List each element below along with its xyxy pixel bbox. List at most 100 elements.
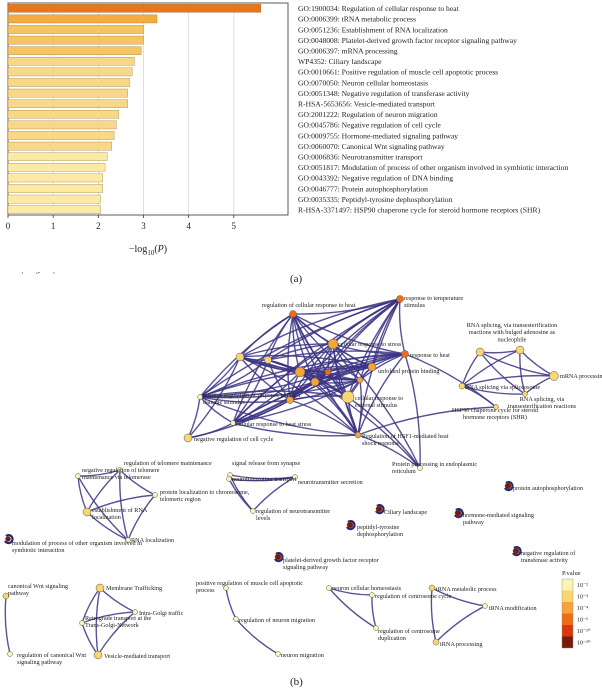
network-node [275,651,281,657]
node-label: positive regulation of muscle cell apopt… [196,580,303,594]
network-node [294,366,306,378]
bar-chart: GO:1900034: Regulation of cellular respo… [6,2,568,257]
network-node [230,420,236,426]
category-label: GO:0009755: Hormone-mediated signaling p… [298,131,458,140]
node-label: signal release from synapse [232,460,300,467]
network-node [326,585,332,591]
node-label: regulation of neurotransmitter levels [256,508,330,522]
bar [7,163,106,172]
bar [7,173,103,183]
network-node [549,371,559,381]
network-edge [232,371,329,424]
legend-title: P.value [562,570,581,577]
network-edge [239,343,334,358]
category-label: GO:0046777: Protein autophosphorylation [298,184,428,193]
network-edge [357,406,497,436]
network-edge [314,381,359,436]
node-label: mRNA splicing, via spliceosome [0,272,82,274]
network-edge [77,475,129,541]
node-label: establishment of RNA localization [92,507,148,521]
network-edge [199,356,241,398]
network-node [197,394,203,400]
node-label: protein localization to chromosome, telom… [160,489,250,503]
network-edge [267,350,406,361]
category-label: GO:0051817: Modulation of process of oth… [298,163,568,172]
network-edge [328,587,377,629]
network-node [2,592,10,600]
self-loop [4,534,14,545]
category-label: GO:0048008: Platelet-derived growth fact… [298,36,517,45]
network-edge [371,594,377,629]
network-edge [289,298,401,401]
node-label: HSP90 chaperone cycle for steroid hormone… [452,407,539,421]
node-label: RNA localization [131,537,174,544]
bar [7,67,133,77]
network-edge [199,371,329,398]
category-label: WP4352: Ciliary landscape [298,57,382,66]
network-edge [267,298,401,361]
network-node [482,603,488,609]
legend-label: 10⁻³ [577,595,588,601]
panel-label-a: (a) [290,273,303,285]
bar [7,25,144,34]
node-label: Membrane Trafficking [106,585,162,592]
network-node [132,609,138,615]
self-loop [512,546,522,557]
network-edge [97,611,136,656]
node-label: neuron migration [281,652,324,659]
category-label: GO:2001222: Regulation of neuron migrati… [298,110,438,119]
category-label: GO:1900034: Regulation of cellular respo… [298,4,460,13]
network-edge [289,371,329,401]
network-edge [332,343,421,469]
node-label: regulation of cellular response to heat [262,302,356,309]
legend-label: 10⁻²⁰ [577,640,591,647]
network-node [324,368,332,376]
network-edge [4,595,11,655]
network-edge [95,587,101,656]
bar [7,78,131,87]
network-edge [328,587,373,596]
node-label: tRNA metabolic process [436,586,497,593]
bar [7,35,144,45]
network-edge [299,353,406,373]
network-edge [289,379,361,401]
node-label: RNA splicing, via transesterification rea… [467,322,557,343]
network-nodes [2,295,559,660]
x-tick-label: 5 [232,221,237,231]
legend-swatch [562,613,573,625]
bar [7,88,128,98]
network-node [341,390,355,404]
legend-swatch [562,602,573,614]
node-label: peptidyl-tyrosine dephosphorylation [357,524,403,538]
bar [7,120,117,130]
network-edge [299,298,401,373]
bar [7,57,135,66]
x-tick-label: 0 [6,221,11,231]
network-edge [235,618,279,655]
network-node [82,507,92,517]
network-edge [435,605,486,643]
network-edge [347,396,421,469]
node-label: canonical Wnt signaling pathway [8,583,68,597]
network-node [354,431,362,439]
network-chart: regulation of cellular response to heat r… [0,267,602,666]
bar [7,194,101,204]
node-label: negative regulation of telomere maintenan… [82,467,160,481]
network-node [250,508,256,514]
legend: P.value 10⁻² 10⁻³ 10⁻⁴ 10⁻⁶ 10⁻¹⁰ 10⁻²⁰ [561,570,591,649]
category-label: GO:0060070: Canonical Wnt signaling path… [298,142,445,151]
network-node [515,345,525,355]
panel-label-b: (b) [290,676,303,688]
network-node [346,521,354,529]
node-label: response to temperature stimulus [404,295,463,309]
network-node [504,482,512,490]
legend-label: 10⁻¹⁰ [577,628,591,635]
network-edge [239,356,359,436]
network-node [475,347,485,357]
network-node [289,310,297,318]
category-label: GO:0043392: Negative regulation of DNA b… [298,174,453,183]
category-label: R-HSA-5653656: Vesicle-mediated transpor… [298,100,436,109]
node-label: RNA splicing via spliceosome [465,384,540,391]
network-node [233,616,239,622]
network-node [5,536,11,542]
